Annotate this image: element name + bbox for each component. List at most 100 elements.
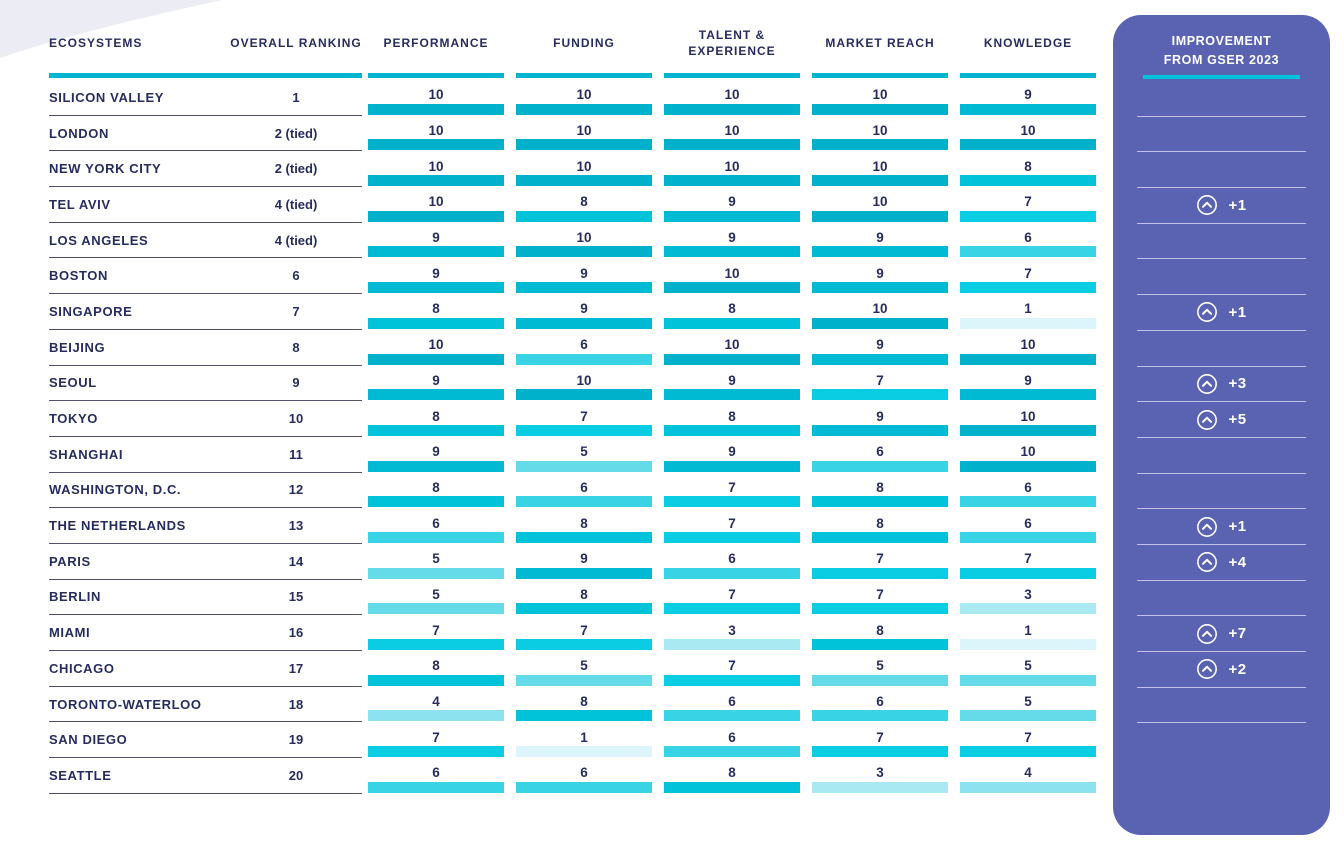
overall-ranking-value: 2 (tied) (230, 116, 362, 152)
score-bar (812, 746, 948, 758)
funding-score-cell: 6 (510, 330, 658, 366)
score-bar (516, 175, 652, 187)
funding-score-cell: 10 (510, 80, 658, 116)
funding-score-cell: 5 (510, 651, 658, 687)
performance-score-cell: 9 (362, 437, 510, 473)
chevron-up-circle-icon (1197, 195, 1218, 216)
score-value: 6 (876, 694, 884, 710)
score-value: 6 (432, 765, 440, 781)
score-bar (960, 389, 1096, 401)
improvement-panel-underline (1143, 75, 1300, 79)
market-reach-score-cell: 7 (806, 580, 954, 616)
score-value: 10 (576, 372, 592, 388)
score-bar (368, 460, 504, 472)
funding-score-cell: 5 (510, 437, 658, 473)
score-value: 7 (1024, 265, 1032, 281)
improvement-row (1137, 331, 1306, 367)
talent-experience-score-cell: 3 (658, 615, 806, 651)
table-row: PARIS 14 5 9 6 7 7 (49, 544, 1102, 580)
score-value: 9 (876, 408, 884, 424)
column-header-knowledge: KNOWLEDGE (954, 17, 1102, 78)
improvement-panel-header: IMPROVEMENT FROM GSER 2023 (1113, 15, 1330, 81)
score-bar (960, 282, 1096, 294)
improvement-row: +2 (1137, 652, 1306, 688)
score-bar (812, 639, 948, 650)
score-bar (960, 531, 1096, 543)
score-bar (812, 424, 948, 436)
improvement-row (1137, 723, 1306, 759)
score-value: 10 (1020, 123, 1036, 139)
score-bar (664, 389, 800, 401)
score-bar (960, 781, 1096, 793)
score-bar (812, 781, 948, 793)
chevron-up-circle-icon (1197, 516, 1218, 537)
improvement-panel-title: IMPROVEMENT FROM GSER 2023 (1163, 33, 1280, 67)
score-value: 10 (428, 194, 444, 210)
score-bar (960, 639, 1096, 650)
score-bar (812, 460, 948, 472)
improvement-row: +7 (1137, 616, 1306, 652)
chevron-up-circle-icon (1197, 623, 1218, 644)
improvement-row (1137, 688, 1306, 724)
score-bar (516, 746, 652, 758)
knowledge-score-cell: 9 (954, 366, 1102, 402)
knowledge-score-cell: 7 (954, 187, 1102, 223)
score-value: 8 (580, 694, 588, 710)
score-value: 9 (432, 265, 440, 281)
score-bar (812, 674, 948, 686)
score-value: 8 (728, 765, 736, 781)
score-bar (664, 353, 800, 365)
header-underline (49, 73, 362, 78)
score-value: 3 (728, 622, 736, 638)
score-value: 5 (1024, 658, 1032, 674)
table-row: NEW YORK CITY 2 (tied) 10 10 10 10 8 (49, 151, 1102, 188)
score-bar (960, 603, 1096, 615)
talent-experience-score-cell: 9 (658, 223, 806, 259)
score-value: 5 (432, 586, 440, 602)
ecosystem-name: THE NETHERLANDS (49, 508, 230, 544)
talent-experience-score-cell: 7 (658, 651, 806, 687)
score-bar (516, 531, 652, 543)
improvement-row (1137, 81, 1306, 117)
score-value: 7 (728, 586, 736, 602)
knowledge-score-cell: 9 (954, 80, 1102, 116)
score-value: 6 (1024, 230, 1032, 246)
score-value: 6 (876, 444, 884, 460)
score-value: 5 (876, 658, 884, 674)
column-header-funding: FUNDING (510, 17, 658, 78)
table-row: BOSTON 6 9 9 10 9 7 (49, 258, 1102, 295)
score-value: 7 (1024, 194, 1032, 210)
performance-score-cell: 9 (362, 223, 510, 259)
score-value: 9 (580, 551, 588, 567)
performance-score-cell: 5 (362, 544, 510, 580)
score-bar (368, 175, 504, 187)
score-value: 8 (1024, 158, 1032, 174)
improvement-value: +1 (1228, 518, 1247, 536)
score-value: 7 (432, 729, 440, 745)
talent-experience-score-cell: 6 (658, 687, 806, 723)
score-value: 4 (1024, 765, 1032, 781)
score-value: 10 (724, 337, 740, 353)
score-value: 9 (728, 194, 736, 210)
ecosystem-name: BERLIN (49, 580, 230, 616)
score-value: 1 (1024, 622, 1032, 638)
ecosystem-name: MIAMI (49, 615, 230, 651)
score-value: 8 (728, 408, 736, 424)
talent-experience-score-cell: 8 (658, 294, 806, 330)
score-bar (368, 424, 504, 436)
overall-ranking-value: 7 (230, 294, 362, 330)
improvement-row: +3 (1137, 367, 1306, 403)
funding-score-cell: 8 (510, 508, 658, 544)
score-value: 1 (1024, 301, 1032, 317)
score-value: 10 (428, 87, 444, 103)
score-bar (960, 175, 1096, 187)
score-value: 6 (580, 479, 588, 495)
table-row: CHICAGO 17 8 5 7 5 5 (49, 651, 1102, 687)
score-value: 10 (872, 301, 888, 317)
score-bar (960, 353, 1096, 365)
talent-experience-score-cell: 10 (658, 330, 806, 366)
score-value: 9 (580, 301, 588, 317)
rankings-table: ECOSYSTEMS OVERALL RANKING PERFORMANCE F… (49, 17, 1102, 794)
score-value: 7 (1024, 551, 1032, 567)
score-value: 6 (728, 729, 736, 745)
